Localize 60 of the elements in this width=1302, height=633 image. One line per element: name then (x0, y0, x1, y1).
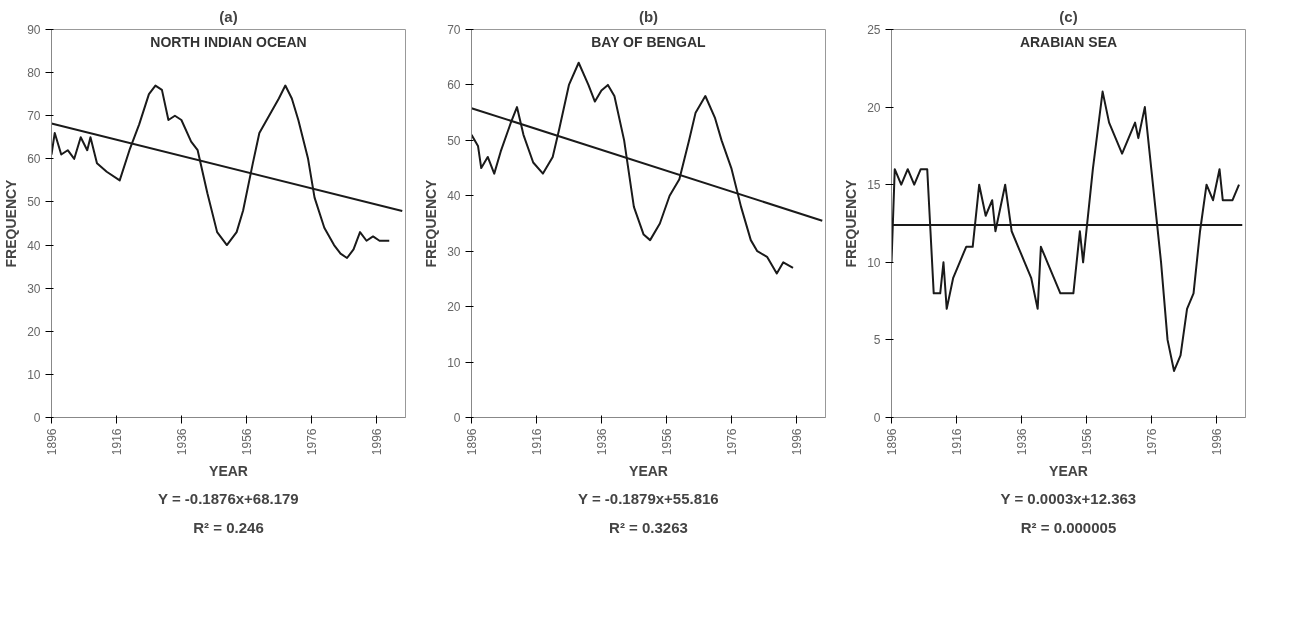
y-tick-label: 20 (27, 324, 41, 339)
y-tick-label: 10 (867, 255, 881, 270)
x-tick-label: 1976 (304, 428, 319, 456)
x-tick-label: 1936 (174, 428, 189, 456)
x-axis-title: YEAR (209, 463, 248, 480)
chart-title: (a) (219, 7, 238, 25)
x-tick-label: 1896 (465, 428, 479, 456)
y-tick-label: 40 (447, 189, 461, 204)
chart-title: (c) (1059, 7, 1078, 25)
y-tick-label: 20 (447, 300, 461, 315)
y-tick-label: 30 (447, 244, 461, 259)
y-tick-label: 90 (27, 23, 41, 37)
text: R² = 0.3263 (609, 518, 688, 536)
x-tick-label: 1996 (789, 428, 804, 456)
text: Y = -0.1876x+68.179 (158, 489, 299, 507)
y-tick-label: 0 (453, 411, 461, 425)
y-tick-label: 70 (447, 23, 461, 37)
y-tick-label: 50 (447, 133, 461, 148)
x-axis-title: YEAR (1049, 463, 1088, 480)
x-tick-label: 1956 (1079, 428, 1094, 456)
y-tick-label: 60 (447, 78, 461, 93)
y-tick-label: 5 (873, 333, 881, 348)
x-tick-label: 1936 (1014, 428, 1029, 456)
x-tick-label: 1976 (1144, 428, 1159, 456)
text: R² = 0.246 (193, 518, 264, 536)
x-tick-label: 1956 (659, 428, 674, 456)
y-tick-label: 40 (27, 238, 41, 253)
y-tick-label: 10 (447, 355, 461, 370)
y-tick-label: 0 (873, 411, 881, 425)
text: Y = 0.0003x+12.363 (1000, 489, 1137, 507)
chart-title: (b) (638, 7, 659, 25)
text: Y = -0.1879x+55.816 (578, 489, 719, 507)
chart-subtitle: BAY OF BENGAL (591, 33, 706, 50)
y-tick-label: 20 (867, 100, 881, 115)
x-tick-label: 1916 (949, 428, 964, 456)
x-tick-label: 1936 (594, 428, 609, 456)
x-tick-label: 1956 (239, 428, 254, 456)
x-tick-label: 1976 (724, 428, 739, 456)
x-tick-label: 1896 (885, 428, 899, 456)
y-tick-label: 15 (867, 178, 881, 193)
x-tick-label: 1996 (1209, 428, 1224, 456)
y-tick-label: 30 (27, 281, 41, 296)
text: R² = 0.000005 (1020, 518, 1117, 536)
y-tick-label: 10 (27, 367, 41, 382)
x-tick-label: 1916 (529, 428, 544, 456)
x-tick-label: 1896 (45, 428, 59, 456)
y-tick-label: 25 (867, 23, 881, 37)
y-axis-title: FREQUENCY (3, 178, 20, 268)
y-tick-label: 50 (27, 195, 41, 210)
x-tick-label: 1996 (369, 428, 384, 456)
y-tick-label: 60 (27, 152, 41, 167)
x-tick-label: 1916 (109, 428, 124, 456)
chart-subtitle: ARABIAN SEA (1019, 33, 1118, 50)
y-tick-label: 80 (27, 66, 41, 81)
x-axis-title: YEAR (629, 463, 668, 480)
y-tick-label: 0 (33, 411, 41, 425)
chart-subtitle: NORTH INDIAN OCEAN (150, 33, 307, 50)
y-tick-label: 70 (27, 109, 41, 124)
y-axis-title: FREQUENCY (423, 178, 440, 268)
y-axis-title: FREQUENCY (843, 178, 860, 268)
